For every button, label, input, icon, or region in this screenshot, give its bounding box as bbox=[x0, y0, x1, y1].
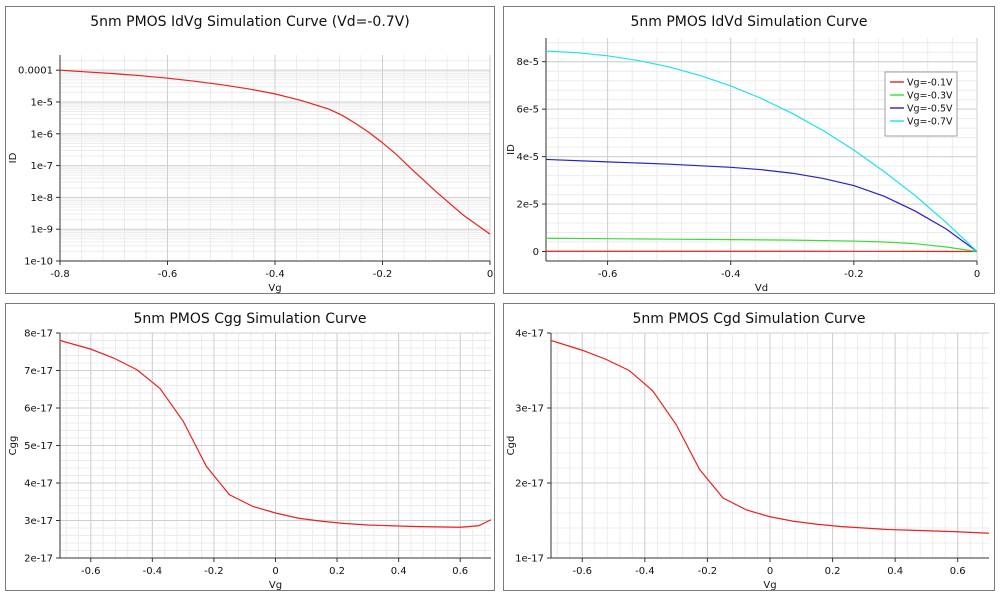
series-group bbox=[60, 69, 490, 235]
chart-panel-idvd: 5nm PMOS IdVd Simulation Curve -0.6 -0.4-… bbox=[503, 6, 995, 294]
x-axis-label: Vg bbox=[268, 283, 281, 294]
y-tick-label: 1e-8 bbox=[31, 193, 54, 204]
x-tick-label: 0.4 bbox=[887, 566, 903, 577]
x-tick-label: 0 bbox=[272, 566, 278, 577]
grid bbox=[60, 332, 491, 559]
y-tick-label: 2e-17 bbox=[515, 479, 544, 490]
y-tick-label: 2e-5 bbox=[517, 200, 540, 211]
x-tick-label: 0.2 bbox=[825, 566, 841, 577]
series-group bbox=[60, 339, 491, 528]
series-line bbox=[546, 50, 977, 252]
x-axis-label: Vg bbox=[269, 580, 282, 591]
y-tick-label: 0.0001 bbox=[18, 66, 53, 77]
idvg-chart: -0.8 -0.6 -0.4 -0.2 0 1e-10 1e-9 1e-8 1e-7 1e-6 1e… bbox=[8, 55, 493, 294]
x-tick-label: -0.6 bbox=[573, 566, 593, 577]
x-tick-label: 0.4 bbox=[391, 566, 407, 577]
y-tick-label: 4e-17 bbox=[24, 479, 53, 490]
y-tick-label: 2e-17 bbox=[24, 554, 53, 565]
grid bbox=[546, 38, 978, 261]
x-tick-label: 0.6 bbox=[950, 566, 966, 577]
y-tick-label: 4e-5 bbox=[517, 152, 540, 163]
y-tick-label: 0 bbox=[533, 247, 539, 258]
legend-label: Vg=-0.5V bbox=[907, 104, 953, 115]
x-tick-label: 0 bbox=[767, 566, 773, 577]
x-axis-label: Vg bbox=[763, 580, 776, 591]
x-tick-label: -0.2 bbox=[204, 566, 224, 577]
series-line bbox=[60, 339, 491, 528]
chart-title: 5nm PMOS IdVd Simulation Curve bbox=[630, 14, 868, 30]
series-line bbox=[546, 158, 977, 252]
x-tick-label: 0 bbox=[487, 269, 493, 280]
chart-panel-idvg: 5nm PMOS IdVg Simulation Curve (Vd=-0.7V… bbox=[5, 6, 495, 294]
y-tick-label: 5e-17 bbox=[24, 441, 53, 452]
x-tick-label: -0.4 bbox=[635, 566, 655, 577]
y-tick-label: 8e-5 bbox=[517, 57, 540, 68]
chart-panel-cgd: 5nm PMOS Cgd Simulation Curve -0.6 -0.4 -0… bbox=[503, 303, 995, 591]
x-tick-label: -0.6 bbox=[81, 566, 101, 577]
y-tick-label: 1e-10 bbox=[24, 257, 53, 268]
cgg-chart: -0.6 -0.4 -0.2 0 0.2 0.4 0.6 2e-17 3e-17 4e-17 5e-… bbox=[8, 329, 491, 591]
x-tick-label: -0.6 bbox=[598, 269, 618, 280]
x-tick-label: 0.2 bbox=[329, 566, 345, 577]
x-tick-label: -0.2 bbox=[373, 269, 393, 280]
legend-label: Vg=-0.3V bbox=[907, 91, 953, 102]
y-tick-label: 1e-6 bbox=[31, 129, 54, 140]
y-tick-label: 1e-5 bbox=[31, 97, 54, 108]
y-axis-label: ID bbox=[506, 144, 517, 155]
grid bbox=[59, 55, 491, 262]
y-tick-label: 3e-17 bbox=[24, 516, 53, 527]
series-group bbox=[546, 50, 977, 253]
chart-title: 5nm PMOS Cgg Simulation Curve bbox=[133, 311, 367, 327]
x-tick-label: -0.4 bbox=[143, 566, 163, 577]
y-tick-label: 1e-7 bbox=[31, 161, 54, 172]
y-tick-label: 6e-17 bbox=[24, 404, 53, 415]
idvd-chart: -0.6 -0.4 -0.2 0 0 2e-5 4e-5 6e-5 8e-5 Vd ID Vg=-0.… bbox=[506, 38, 980, 294]
x-axis-label: Vd bbox=[755, 283, 768, 294]
x-tick-label: -0.4 bbox=[721, 269, 741, 280]
legend: Vg=-0.1V Vg=-0.3V Vg=-0.5V Vg=-0.7V bbox=[884, 71, 958, 137]
chart-title: 5nm PMOS Cgd Simulation Curve bbox=[632, 311, 866, 327]
x-tick-label: -0.4 bbox=[265, 269, 285, 280]
legend-label: Vg=-0.1V bbox=[907, 78, 953, 89]
series-line bbox=[551, 339, 989, 534]
y-tick-label: 7e-17 bbox=[24, 366, 53, 377]
series-group bbox=[551, 339, 989, 534]
x-tick-label: -0.8 bbox=[50, 269, 70, 280]
y-tick-label: 3e-17 bbox=[515, 404, 544, 415]
y-axis-label: ID bbox=[8, 152, 19, 163]
y-tick-label: 1e-9 bbox=[31, 225, 54, 236]
legend-label: Vg=-0.7V bbox=[907, 117, 953, 128]
x-tick-label: 0.6 bbox=[452, 566, 468, 577]
y-tick-label: 4e-17 bbox=[515, 329, 544, 340]
chart-title: 5nm PMOS IdVg Simulation Curve (Vd=-0.7V… bbox=[90, 14, 410, 30]
series-line bbox=[546, 237, 977, 253]
x-tick-label: -0.2 bbox=[698, 566, 718, 577]
y-tick-label: 1e-17 bbox=[515, 554, 544, 565]
y-tick-label: 6e-5 bbox=[517, 105, 540, 116]
y-tick-label: 8e-17 bbox=[24, 329, 53, 340]
y-axis-label: Cgg bbox=[8, 436, 19, 456]
x-tick-label: 0 bbox=[974, 269, 980, 280]
x-tick-label: -0.6 bbox=[158, 269, 178, 280]
grid bbox=[551, 332, 989, 559]
x-tick-label: -0.2 bbox=[844, 269, 864, 280]
cgd-chart: -0.6 -0.4 -0.2 0 0.2 0.4 0.6 1e-17 2e-17 3e-17 4e-… bbox=[506, 329, 989, 591]
chart-panel-cgg: 5nm PMOS Cgg Simulation Curve -0.6 -0.4 -0… bbox=[5, 303, 495, 591]
y-axis-label: Cgd bbox=[506, 436, 517, 456]
series-line bbox=[60, 69, 490, 235]
